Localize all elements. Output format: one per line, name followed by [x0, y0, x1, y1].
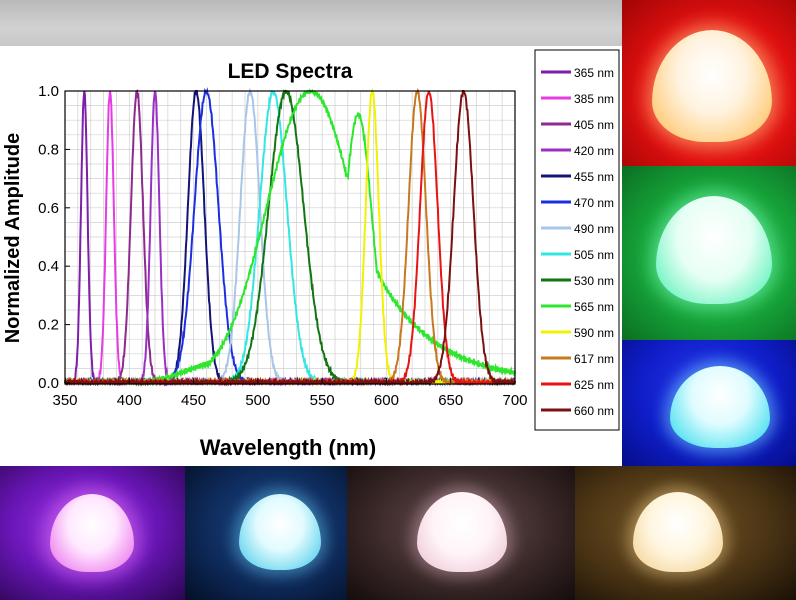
x-ticks: 350 400 450 500 550 600 650 700 — [52, 378, 528, 409]
y-tick-label: 0.2 — [38, 317, 59, 334]
bulb-photo-blue — [622, 340, 796, 466]
series-line-660-nm — [64, 90, 516, 387]
x-tick-label: 350 — [52, 392, 77, 409]
legend-label: 405 nm — [574, 118, 614, 132]
x-tick-label: 400 — [117, 392, 142, 409]
legend-label: 565 nm — [574, 300, 614, 314]
bulb-dome — [50, 494, 134, 572]
bulb-photo-red — [622, 0, 796, 166]
bulb-photo-warm — [575, 466, 796, 600]
y-tick-label: 0.8 — [38, 141, 59, 158]
legend: 365 nm 385 nm 405 nm 420 nm 455 nm 470 nm 490 … — [534, 49, 620, 431]
y-tick-label: 0.0 — [38, 375, 59, 392]
x-tick-label: 600 — [374, 392, 399, 409]
legend-label: 385 nm — [574, 92, 614, 106]
bulb-dome — [670, 366, 770, 448]
x-tick-label: 550 — [310, 392, 335, 409]
x-tick-label: 500 — [245, 392, 270, 409]
bulb-photo-pink — [347, 466, 575, 600]
bulb-dome — [417, 492, 507, 572]
legend-label: 530 nm — [574, 274, 614, 288]
legend-label: 625 nm — [574, 378, 614, 392]
x-tick-label: 650 — [438, 392, 463, 409]
y-tick-label: 0.6 — [38, 200, 59, 217]
bulb-photo-violet — [0, 466, 185, 600]
legend-items: 365 nm 385 nm 405 nm 420 nm 455 nm 470 nm 490 … — [541, 66, 614, 418]
bulb-photo-green — [622, 166, 796, 340]
legend-label: 470 nm — [574, 196, 614, 210]
y-tick-label: 0.4 — [38, 258, 59, 275]
led-spectra-chart: 350 400 450 500 550 600 650 700 0.0 0.2 0.4 0.6 0.8… — [2, 49, 620, 460]
legend-label: 420 nm — [574, 144, 614, 158]
legend-label: 660 nm — [574, 404, 614, 418]
legend-label: 505 nm — [574, 248, 614, 262]
legend-box — [534, 49, 620, 431]
bulb-dome — [239, 494, 321, 570]
y-ticks: 0.0 0.2 0.4 0.6 0.8 1.0 — [38, 83, 70, 392]
bulb-dome — [652, 30, 772, 142]
chart-title: LED Spectra — [228, 60, 353, 83]
chart-panel: 350 400 450 500 550 600 650 700 0.0 0.2 0.4 0.6 0.8… — [0, 46, 622, 466]
legend-label: 590 nm — [574, 326, 614, 340]
legend-label: 455 nm — [574, 170, 614, 184]
legend-label: 365 nm — [574, 66, 614, 80]
y-tick-label: 1.0 — [38, 83, 59, 100]
bulb-dome — [656, 196, 772, 304]
background-strip — [0, 0, 622, 48]
x-tick-label: 450 — [181, 392, 206, 409]
legend-label: 490 nm — [574, 222, 614, 236]
bulb-photo-cyan — [185, 466, 347, 600]
bulb-dome — [633, 492, 723, 572]
legend-label: 617 nm — [574, 352, 614, 366]
x-axis-label: Wavelength (nm) — [200, 435, 376, 460]
plot-frame — [64, 90, 516, 385]
y-axis-label: Normalized Amplitude — [2, 133, 24, 343]
series-lines — [64, 87, 516, 387]
x-tick-label: 700 — [502, 392, 527, 409]
